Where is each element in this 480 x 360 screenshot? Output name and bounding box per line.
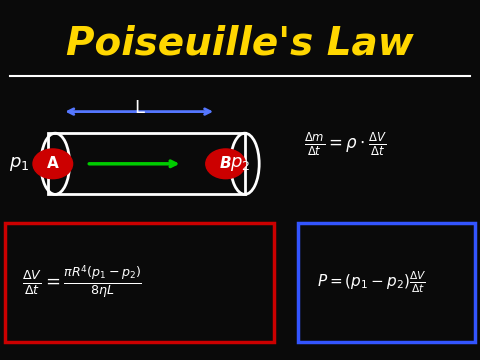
Text: $\frac{\Delta m}{\Delta t} = \rho \cdot \frac{\Delta V}{\Delta t}$: $\frac{\Delta m}{\Delta t} = \rho \cdot …: [304, 130, 387, 158]
Text: L: L: [134, 99, 144, 117]
Text: $P = (p_1 - p_2)\frac{\Delta V}{\Delta t}$: $P = (p_1 - p_2)\frac{\Delta V}{\Delta t…: [317, 270, 427, 296]
Text: $p_2$: $p_2$: [230, 155, 250, 173]
Text: A: A: [47, 156, 59, 171]
Text: $p_1$: $p_1$: [9, 155, 29, 173]
Circle shape: [206, 149, 245, 179]
Text: $\frac{\Delta V}{\Delta t} = \frac{\pi R^4 (p_1 - p_2)}{8 \eta L}$: $\frac{\Delta V}{\Delta t} = \frac{\pi R…: [22, 264, 142, 301]
Text: B: B: [220, 156, 231, 171]
Text: Poiseuille's Law: Poiseuille's Law: [66, 24, 414, 62]
Circle shape: [33, 149, 72, 179]
